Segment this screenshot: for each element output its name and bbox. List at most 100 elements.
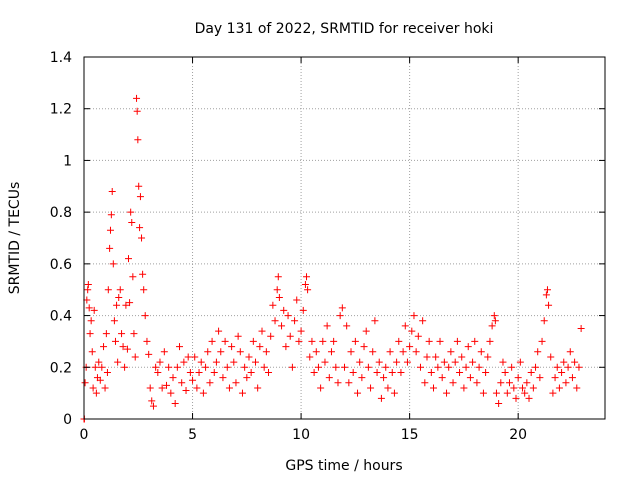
y-tick-label: 0.8 [50,205,72,221]
x-tick-label: 0 [80,427,89,443]
data-point [436,337,444,345]
data-point [129,273,137,281]
data-point [230,358,238,366]
data-point [186,368,194,376]
data-point [447,348,455,356]
data-point [558,368,566,376]
data-point [84,281,92,289]
data-point [106,244,114,252]
data-point [471,337,479,345]
data-point [103,368,111,376]
data-point [492,389,500,397]
data-point [245,353,253,361]
data-point [182,387,190,395]
data-point [109,260,117,268]
data-point [299,306,307,314]
data-point [377,394,385,402]
data-point [232,379,240,387]
data-point [540,317,548,325]
data-point [336,312,344,320]
data-point [95,358,103,366]
data-point [349,368,357,376]
data-point [341,363,348,371]
data-point [243,374,251,382]
data-point [199,389,207,397]
y-tick-label: 0.2 [50,360,72,376]
data-point [543,286,551,294]
y-tick-label: 0.6 [50,257,72,273]
data-point [564,363,572,371]
data-point [401,322,409,330]
data-point [104,286,112,294]
data-point [453,337,461,345]
data-point [262,348,270,356]
x-axis-label: GPS time / hours [285,458,402,474]
data-point [419,317,427,325]
data-point [101,384,109,392]
data-point [482,368,490,376]
data-point [275,293,283,301]
data-point [85,304,93,312]
data-point [486,337,494,345]
data-point [351,337,359,345]
data-point [90,306,98,314]
data-point [562,379,570,387]
data-point [195,368,203,376]
data-point [127,208,135,216]
data-point [308,337,316,345]
data-point [555,384,563,392]
data-point [131,353,139,361]
data-point [373,368,381,376]
data-point [236,348,244,356]
data-point [462,363,470,371]
data-point [384,384,392,392]
axis-ticks: 0 5 10 15 20 0 0.2 0.4 0.6 0.8 1 1.2 1.4 [50,50,605,443]
data-point [560,358,568,366]
data-point [412,348,420,356]
data-point [107,211,115,219]
data-point [406,343,414,351]
data-point [390,389,398,397]
data-point [102,330,110,338]
data-point [89,384,97,392]
data-point [538,337,546,345]
data-point [488,322,496,330]
data-point [193,384,201,392]
x-tick-label: 20 [509,427,527,443]
data-point [532,363,540,371]
data-point [566,348,574,356]
data-point [146,384,154,392]
data-point [297,327,305,335]
data-point [106,226,114,234]
data-point [545,301,553,309]
data-point [92,389,100,397]
data-point [354,389,362,397]
data-point [508,363,516,371]
data-point [547,353,555,361]
data-point [512,394,520,402]
data-point [317,384,325,392]
data-point [321,358,329,366]
data-point [477,348,485,356]
data-point [149,402,157,410]
data-point [358,374,366,382]
y-tick-label: 0 [63,412,72,428]
data-point [247,368,255,376]
data-point [549,389,557,397]
y-tick-label: 1 [63,153,72,169]
data-point [152,363,160,371]
data-point [208,337,216,345]
data-point [81,379,89,387]
data-point [258,327,266,335]
data-point [128,218,136,226]
data-point [505,379,513,387]
data-point [113,301,121,309]
data-point [553,363,561,371]
data-point [438,374,446,382]
data-point [529,384,537,392]
data-point [238,389,246,397]
data-point [490,312,498,320]
data-point [126,299,134,307]
data-point [575,363,583,371]
